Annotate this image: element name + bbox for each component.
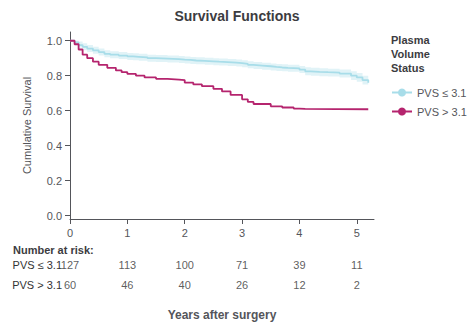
svg-text:Years after surgery: Years after surgery (168, 308, 277, 322)
svg-text:11: 11 (351, 259, 362, 271)
svg-text:100: 100 (176, 259, 194, 271)
svg-text:Cumulative Survival: Cumulative Survival (21, 77, 33, 174)
svg-text:39: 39 (293, 259, 305, 271)
svg-text:0.6: 0.6 (47, 105, 62, 117)
svg-text:PVS ≤ 3.1: PVS ≤ 3.1 (13, 259, 62, 271)
svg-text:0: 0 (67, 227, 73, 239)
svg-text:PVS ≤ 3.1: PVS ≤ 3.1 (417, 87, 466, 99)
svg-text:0.0: 0.0 (47, 210, 62, 222)
svg-text:5: 5 (354, 227, 360, 239)
svg-text:2: 2 (182, 227, 188, 239)
svg-text:1: 1 (124, 227, 130, 239)
svg-text:0.2: 0.2 (47, 175, 62, 187)
svg-text:3: 3 (239, 227, 245, 239)
svg-text:PVS > 3.1: PVS > 3.1 (12, 279, 62, 291)
svg-text:Plasma: Plasma (391, 34, 430, 46)
svg-text:Survival Functions: Survival Functions (174, 8, 299, 24)
svg-text:0.4: 0.4 (47, 140, 62, 152)
svg-text:4: 4 (296, 227, 302, 239)
svg-text:113: 113 (119, 259, 137, 271)
svg-text:46: 46 (121, 279, 133, 291)
svg-text:26: 26 (236, 279, 248, 291)
svg-text:Number at risk:: Number at risk: (13, 244, 94, 256)
svg-text:2: 2 (354, 279, 360, 291)
svg-text:1.0: 1.0 (47, 35, 62, 47)
svg-text:12: 12 (293, 279, 305, 291)
svg-text:60: 60 (64, 279, 76, 291)
svg-text:Status: Status (391, 62, 425, 74)
svg-text:127: 127 (61, 259, 79, 271)
svg-text:71: 71 (236, 259, 248, 271)
svg-text:0.8: 0.8 (47, 70, 62, 82)
svg-text:Volume: Volume (391, 48, 430, 60)
svg-text:40: 40 (179, 279, 191, 291)
svg-text:PVS > 3.1: PVS > 3.1 (417, 106, 467, 118)
